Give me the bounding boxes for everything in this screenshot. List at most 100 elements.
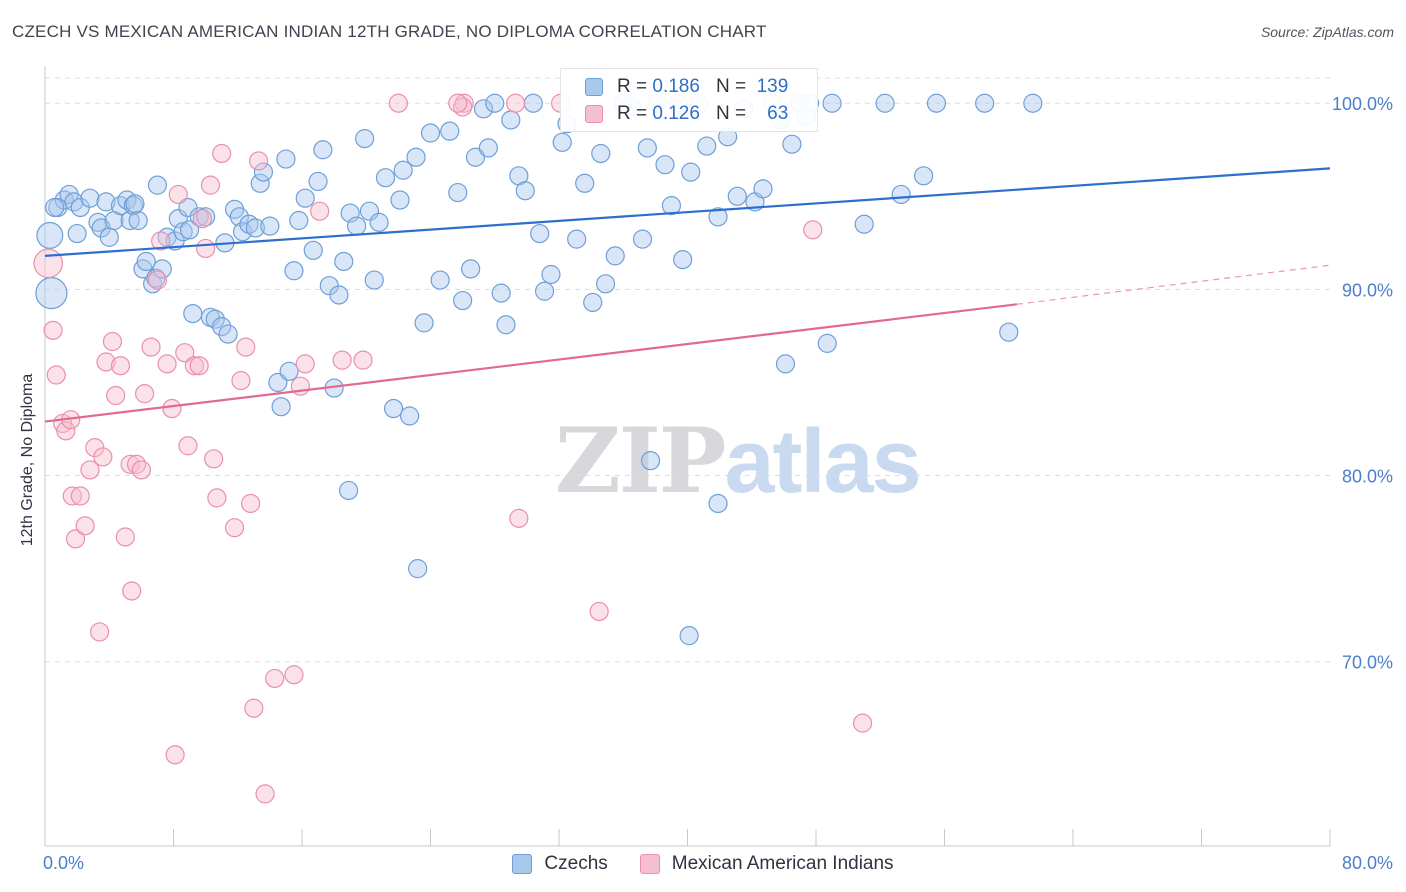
czech-point-49	[289, 210, 309, 231]
mexican-point-31	[175, 343, 195, 363]
mexican-point-61	[803, 220, 823, 240]
mexican-point-33	[184, 356, 204, 376]
x-tick-label-max: 80.0%	[1342, 853, 1393, 873]
mexican-point-41	[224, 518, 245, 538]
czech-point-133	[338, 480, 359, 501]
czech-point-10	[96, 192, 116, 212]
czech-point-83	[501, 110, 521, 130]
mexican-point-4	[56, 421, 76, 441]
mexican-point-23	[134, 384, 155, 404]
czech-point-48	[284, 261, 304, 281]
czech-point-119	[782, 134, 802, 154]
czech-point-22	[152, 259, 172, 279]
czech-point-93	[575, 173, 595, 193]
mexican-point-44	[241, 493, 261, 514]
mexican-point-7	[65, 529, 86, 549]
czech-point-85	[515, 181, 535, 201]
czech-point-135	[640, 451, 661, 471]
legend-row-mexican: R = 0.126 N = 63	[585, 102, 788, 126]
czech-point-66	[390, 190, 410, 210]
czech-point-59	[347, 216, 367, 236]
mexican-points	[33, 93, 873, 804]
czech-point-139	[67, 223, 87, 244]
czech-point-104	[661, 196, 682, 216]
mexican-point-2	[46, 365, 66, 385]
watermark-zip: ZIP	[555, 408, 726, 514]
czech-point-68	[400, 406, 420, 426]
mexican-n-label: N =	[715, 103, 747, 124]
czech-point-136	[679, 626, 699, 646]
czech-point-70	[414, 313, 434, 333]
czech-point-141	[147, 175, 168, 195]
czech-point-60	[355, 129, 375, 149]
trend-lines	[44, 167, 1331, 423]
czech-point-78	[473, 99, 494, 119]
czech-legend-swatch	[512, 854, 533, 874]
czech-point-30	[196, 207, 216, 227]
legend-item-mexican: Mexican American Indians	[639, 853, 894, 875]
mexican-point-43	[236, 337, 256, 357]
czech-point-97	[605, 246, 625, 266]
czech-point-80	[485, 93, 505, 113]
mexican-point-19	[120, 454, 140, 474]
czech-point-69	[406, 147, 426, 167]
czech-point-127	[891, 184, 911, 205]
czech-point-72	[430, 270, 450, 290]
mexican-point-14	[96, 352, 116, 372]
czech-point-106	[673, 250, 693, 270]
czech-point-0	[36, 221, 64, 249]
mexican-point-64	[448, 93, 468, 113]
mexican-point-27	[157, 354, 177, 374]
mexican-point-32	[178, 436, 198, 456]
czech-point-132	[1023, 93, 1043, 113]
mexican-legend-swatch	[639, 854, 660, 874]
czech-point-52	[308, 171, 328, 192]
mexican-point-42	[231, 371, 251, 391]
mexican-point-36	[196, 238, 216, 259]
czech-point-17	[128, 210, 148, 231]
czech-point-130	[975, 93, 995, 113]
czech-point-56	[329, 285, 349, 305]
mexican-r-value: 0.126	[652, 103, 700, 124]
czech-legend-label: Czechs	[544, 853, 608, 874]
czech-r-value: 0.186	[652, 76, 700, 97]
czech-point-89	[541, 264, 561, 285]
czech-point-137	[708, 493, 728, 514]
czech-point-134	[408, 559, 428, 579]
czech-point-126	[875, 93, 895, 113]
czech-point-1	[35, 277, 68, 310]
mexican-legend-label: Mexican American Indians	[671, 853, 894, 874]
czech-point-37	[229, 207, 249, 227]
czech-point-123	[817, 333, 837, 353]
czech-point-53	[313, 140, 333, 160]
mexican-point-24	[141, 337, 161, 357]
mexican-r-label: R =	[617, 103, 648, 124]
mexican-point-35	[192, 209, 213, 229]
czech-point-41	[250, 173, 270, 193]
mexican-point-46	[249, 151, 269, 171]
mexican-point-28	[162, 398, 182, 419]
tick-labels: 100.0% 90.0% 80.0% 70.0% 0.0% 80.0%	[43, 94, 1393, 873]
mexican-point-29	[165, 745, 185, 765]
mexican-point-1	[43, 320, 63, 340]
mexican-point-16	[106, 385, 126, 406]
czech-point-100	[632, 229, 653, 249]
czech-point-51	[303, 240, 323, 260]
czech-point-50	[295, 188, 315, 208]
mexican-point-52	[310, 201, 330, 221]
czech-point-88	[534, 281, 555, 301]
source-credit: Source: ZipAtlas.com	[1260, 24, 1394, 40]
y-tick-label-3: 70.0%	[1342, 653, 1393, 673]
watermark: ZIPatlas	[555, 408, 922, 514]
mexican-point-38	[204, 449, 224, 469]
czech-point-109	[697, 136, 717, 156]
czech-point-112	[727, 186, 747, 206]
czech-r-label: R =	[617, 76, 648, 97]
czech-point-129	[926, 93, 947, 113]
czech-point-65	[383, 398, 404, 419]
czech-point-76	[461, 259, 481, 279]
czech-point-115	[753, 179, 773, 199]
correlation-legend: R = 0.186 N = 139 R = 0.126 N = 63	[560, 68, 818, 132]
czech-point-33	[212, 317, 232, 337]
czech-point-29	[189, 207, 209, 227]
